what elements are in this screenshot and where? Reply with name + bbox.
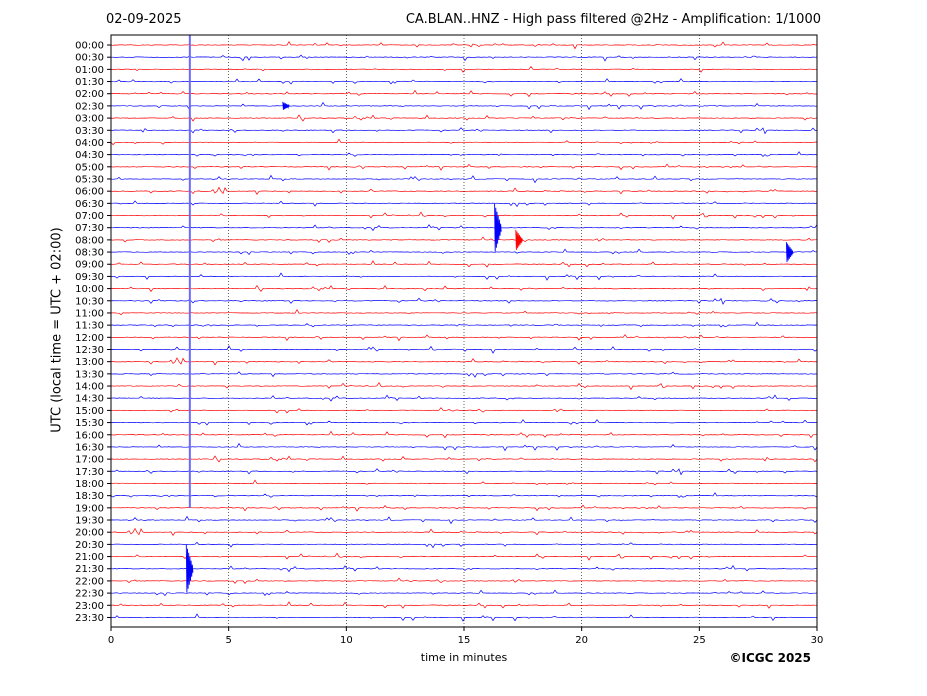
y-tick-label: 23:30 — [75, 613, 104, 624]
x-tick-label: 25 — [693, 635, 706, 646]
y-tick-label: 18:30 — [75, 491, 104, 502]
copyright-text: ©ICGC 2025 — [729, 651, 811, 665]
y-tick-label: 11:30 — [75, 321, 104, 332]
event-mark — [185, 544, 194, 593]
y-axis-label: UTC (local time = UTC + 02:00) — [49, 227, 65, 433]
y-tick-label: 01:30 — [75, 77, 104, 88]
y-tick-label: 20:30 — [75, 540, 104, 551]
y-tick-label: 09:30 — [75, 272, 104, 283]
date-title: 02-09-2025 — [106, 12, 182, 27]
trace-1900 — [111, 504, 818, 512]
y-tick-label: 08:00 — [75, 235, 104, 246]
trace-0100 — [110, 65, 818, 73]
y-tick-label: 05:30 — [75, 174, 104, 185]
trace-0900 — [110, 260, 818, 268]
x-tick-label: 20 — [575, 635, 588, 646]
y-tick-label: 03:00 — [75, 114, 104, 125]
y-tick-label: 13:00 — [75, 357, 104, 368]
trace-1730 — [110, 468, 818, 476]
y-tick-label: 12:30 — [75, 345, 104, 356]
y-tick-label: 11:00 — [75, 308, 104, 319]
trace-1830 — [110, 492, 818, 498]
trace-2030 — [110, 541, 818, 549]
y-tick-label: 23:00 — [75, 601, 104, 612]
event-mark — [282, 101, 290, 110]
y-tick-label: 17:00 — [75, 455, 104, 466]
y-tick-label: 16:30 — [75, 442, 104, 453]
y-tick-label: 15:30 — [75, 418, 104, 429]
trace-0500 — [110, 163, 818, 171]
y-tick-label: 03:30 — [75, 126, 104, 137]
y-tick-label: 21:00 — [75, 552, 104, 563]
y-tick-label: 20:00 — [75, 528, 104, 539]
y-tick-label: 01:00 — [75, 65, 104, 76]
x-axis-label: time in minutes — [420, 651, 508, 664]
trace-0930 — [110, 272, 818, 281]
y-tick-label: 15:00 — [75, 406, 104, 417]
event-mark — [785, 242, 794, 263]
y-tick-label: 00:00 — [75, 41, 104, 52]
y-tick-label: 09:00 — [75, 260, 104, 271]
y-tick-label: 07:30 — [75, 223, 104, 234]
trace-0030 — [111, 54, 818, 62]
y-tick-label: 04:00 — [75, 138, 104, 149]
y-tick-label: 00:30 — [75, 53, 104, 64]
y-tick-label: 19:00 — [75, 503, 104, 514]
x-tick-label: 5 — [225, 635, 231, 646]
x-tick-label: 15 — [458, 635, 471, 646]
trace-2230 — [110, 589, 818, 597]
y-tick-label: 19:30 — [75, 516, 104, 527]
trace-0430 — [110, 151, 818, 157]
trace-1300 — [110, 357, 818, 366]
x-tick-label: 10 — [340, 635, 353, 646]
y-tick-label: 13:30 — [75, 369, 104, 380]
y-tick-label: 02:00 — [75, 89, 104, 100]
y-tick-label: 22:30 — [75, 589, 104, 600]
x-tick-label: 0 — [108, 635, 114, 646]
chart-title: CA.BLAN..HNZ - High pass filtered @2Hz -… — [405, 12, 821, 27]
trace-1200 — [110, 334, 818, 342]
y-tick-label: 07:00 — [75, 211, 104, 222]
y-tick-label: 18:00 — [75, 479, 104, 490]
event-mark — [515, 229, 523, 250]
y-tick-label: 02:30 — [75, 101, 104, 112]
y-tick-label: 08:30 — [75, 248, 104, 259]
y-tick-label: 12:00 — [75, 333, 104, 344]
y-tick-label: 05:00 — [75, 162, 104, 173]
x-tick-label: 30 — [811, 635, 824, 646]
y-tick-label: 10:00 — [75, 284, 104, 295]
y-tick-label: 10:30 — [75, 296, 104, 307]
trace-0200 — [110, 89, 817, 98]
trace-2000 — [110, 527, 818, 536]
trace-0230 — [110, 101, 818, 111]
y-tick-label: 14:30 — [75, 394, 104, 405]
y-tick-label: 04:30 — [75, 150, 104, 161]
trace-1130 — [110, 321, 818, 328]
y-tick-label: 22:00 — [75, 576, 104, 587]
trace-1000 — [110, 284, 818, 293]
trace-0330 — [110, 127, 817, 135]
trace-1930 — [110, 515, 818, 525]
y-tick-label: 17:30 — [75, 467, 104, 478]
y-tick-label: 16:00 — [75, 430, 104, 441]
y-tick-label: 14:00 — [75, 382, 104, 393]
plot-frame — [110, 34, 818, 628]
trace-2100 — [110, 552, 818, 561]
y-tick-label: 06:30 — [75, 199, 104, 210]
y-tick-label: 21:30 — [75, 564, 104, 575]
trace-0300 — [110, 114, 818, 122]
trace-1800 — [110, 479, 818, 486]
trace-0400 — [110, 138, 817, 146]
event-mark — [494, 203, 502, 252]
trace-1100 — [110, 309, 818, 316]
trace-0130 — [110, 78, 817, 85]
y-tick-label: 06:00 — [75, 187, 104, 198]
